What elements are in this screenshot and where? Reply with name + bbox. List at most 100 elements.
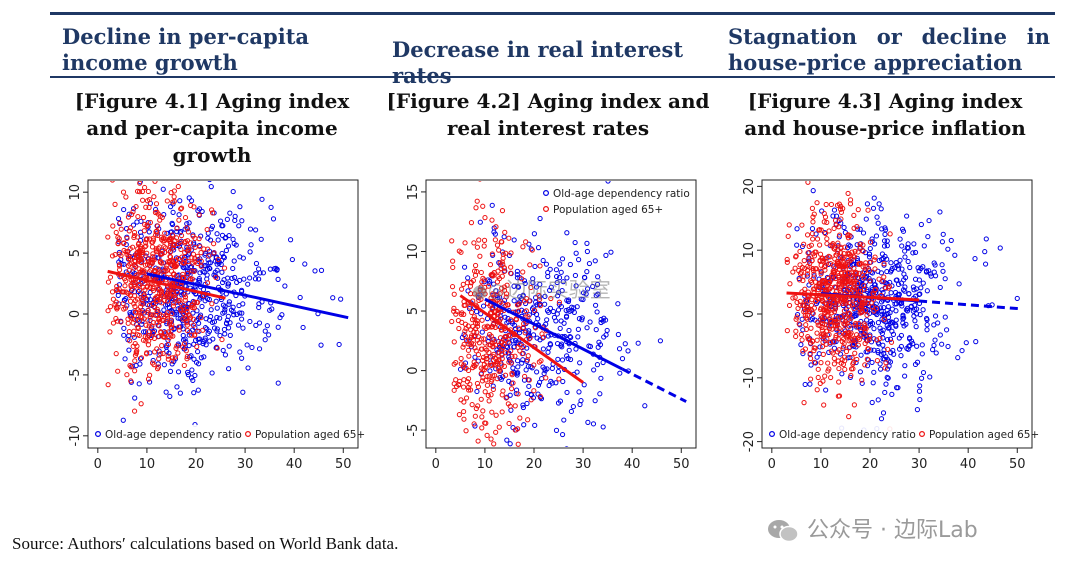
scatter-point [494,279,501,285]
scatter-point [164,198,170,204]
scatter-point [138,256,145,263]
scatter-point [850,359,857,366]
scatter-point [879,251,886,257]
scatter-point [461,408,467,415]
scatter-point [145,376,152,382]
scatter-point [873,233,880,239]
scatter-point [828,201,835,208]
fit-line [484,297,624,371]
scatter-point [256,304,262,311]
scatter-point [465,376,472,382]
scatter-point [114,306,120,312]
scatter-point [187,315,194,321]
scatter-point [214,305,220,311]
scatter-point [171,194,177,200]
scatter-point [158,330,164,336]
scatter-point [878,270,884,276]
scatter-point [150,287,157,294]
scatter-point [471,314,477,320]
scatter-point [227,210,233,216]
scatter-point [480,408,486,414]
scatter-point [899,266,905,272]
scatter-point [451,308,457,314]
scatter-point [822,214,829,220]
scatter-point [154,346,160,352]
scatter-point [107,329,113,335]
scatter-point [808,362,814,368]
scatter-point [890,347,896,354]
scatter-point [875,348,881,354]
scatter-point [156,356,162,362]
scatter-point [808,376,814,382]
scatter-point [471,421,477,427]
scatter-point [186,246,192,252]
scatter-point [851,265,857,271]
scatter-point [604,327,610,334]
scatter-point [139,309,145,315]
scatter-point [503,250,509,256]
scatter-point [491,270,497,276]
scatter-point [125,214,132,220]
scatter-point [192,332,198,338]
x-tick-label: 40 [624,457,641,472]
x-tick-label: 50 [335,457,352,472]
scatter-point [472,262,479,269]
scatter-point [169,221,176,228]
scatter-point [240,325,246,331]
scatter-point [794,312,801,318]
scatter-point [159,317,165,323]
scatter-point [831,207,838,213]
scatter-point [120,289,126,295]
scatter-point [184,225,190,231]
scatter-point [189,332,195,338]
scatter-point [478,396,484,402]
scatter-point [135,213,141,220]
scatter-point [790,295,796,301]
scatter-point [881,243,888,249]
scatter-point [927,374,933,380]
scatter-point [230,265,236,272]
y-tick-label: 10 [742,242,757,259]
scatter-point [219,250,225,257]
scatter-point [180,316,186,322]
y-tick-label: 15 [406,184,421,201]
scatter-point [513,317,519,323]
y-tick-label: -10 [742,367,757,388]
scatter-point [474,198,480,204]
scatter-point [926,217,932,224]
scatter-point [784,259,790,265]
scatter-point [143,322,149,328]
scatter-point [800,327,806,333]
scatter-point [556,289,562,296]
scatter-point [226,232,232,239]
scatter-point [214,345,220,351]
scatter-point [234,311,240,317]
scatter-point [805,250,811,256]
scatter-point [515,391,521,397]
scatter-point [902,373,908,379]
x-tick-label: 30 [911,457,928,472]
scatter-point [515,344,521,350]
scatter-point [122,283,128,289]
scatter-point [489,409,495,415]
scatter-point [466,353,472,359]
scatter-point [831,345,837,351]
scatter-point [222,235,228,241]
scatter-point [109,253,116,259]
scatter-point [867,245,873,252]
scatter-point [536,379,543,386]
scatter-point [904,213,910,219]
scatter-point [801,258,807,264]
scatter-point [199,303,205,310]
scatter-point [475,403,481,409]
scatter-point [133,349,139,355]
scatter-point [460,281,466,287]
scatter-point [201,354,207,360]
scatter-point [540,346,546,352]
scatter-point [808,302,815,308]
scatter-point [209,370,215,376]
scatter-point [241,276,247,282]
scatter-point [133,203,139,210]
scatter-point [184,320,190,326]
scatter-point [479,317,485,323]
